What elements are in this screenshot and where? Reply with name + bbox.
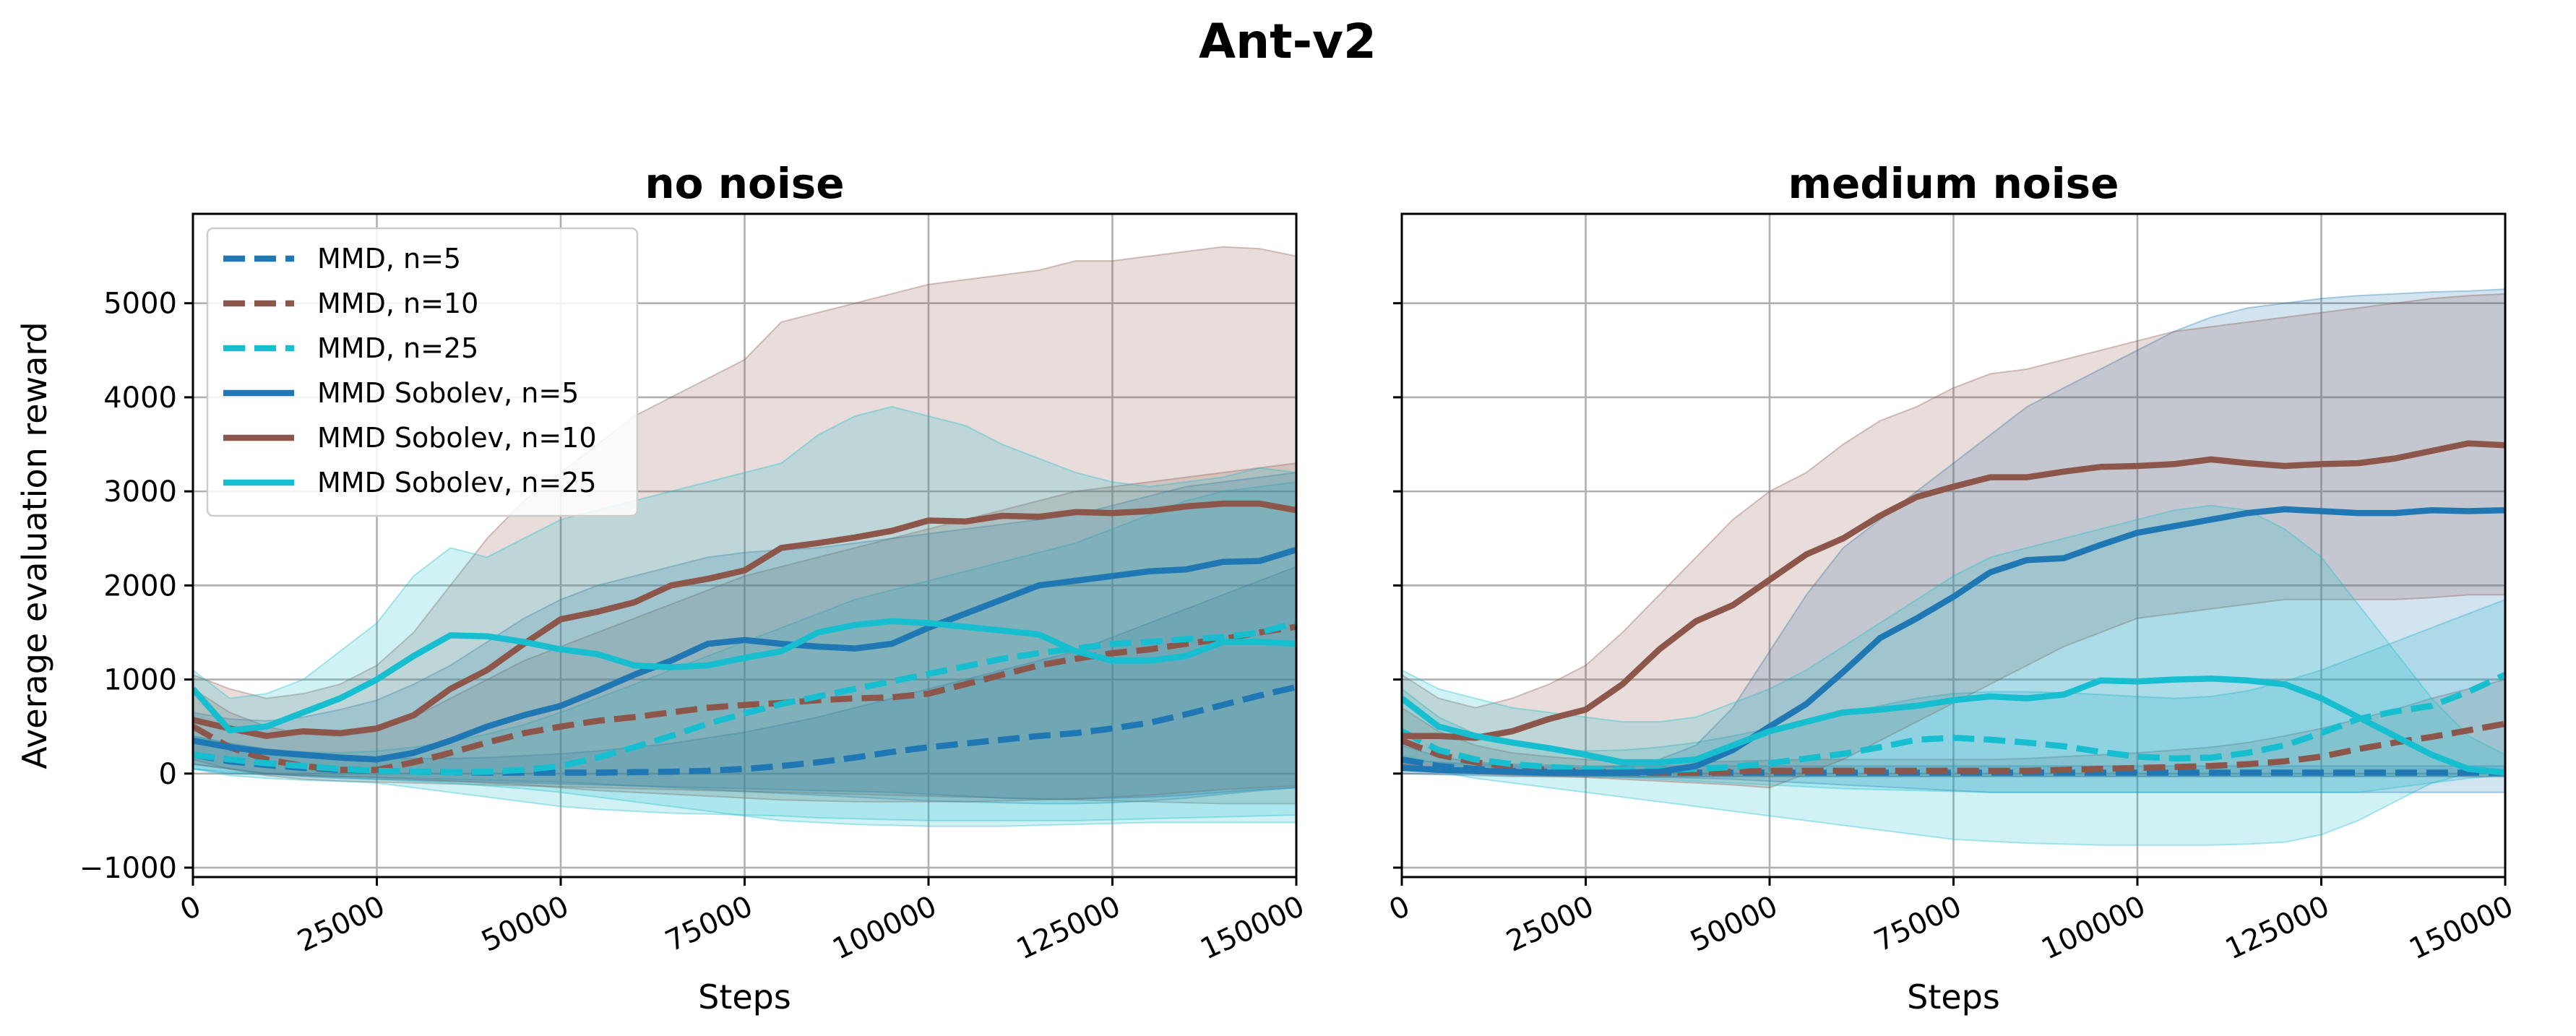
right-panel: 0 25000 50000 75000 100000 125000 150000 medium… [1384, 159, 2519, 1016]
line-mmd-sobolev-n-25 [193, 618, 1296, 734]
x-tick-label: 100000 [2036, 889, 2150, 966]
figure-title: Ant-v2 [1199, 14, 1377, 69]
band-mmd-sobolev-n-5 [1402, 288, 2505, 793]
plot-area [1402, 288, 2505, 846]
line-mmd-sobolev-n-25 [1402, 675, 2505, 776]
legend-label: MMD Sobolev, n=25 [317, 467, 597, 498]
band-mmd-sobolev-n-10 [1402, 293, 2505, 789]
line-mmd-sobolev-n-5 [1402, 506, 2505, 776]
legend-label: MMD, n=10 [317, 288, 478, 319]
line-mmd-n-25 [193, 620, 1296, 776]
line-mmd-n-5 [1402, 756, 2505, 776]
y-axis-label: Average evaluation reward [15, 321, 54, 769]
x-tick-label: 100000 [827, 889, 942, 966]
y-tick-label: 1000 [103, 664, 177, 697]
line-mmd-sobolev-n-10 [193, 500, 1296, 739]
band-mmd-n-5 [193, 566, 1296, 805]
legend-label: MMD, n=5 [317, 243, 461, 275]
x-axis-label: Steps [698, 977, 791, 1016]
x-tick-label: 125000 [2220, 889, 2335, 966]
band-mmd-sobolev-n-25 [1402, 504, 2505, 793]
panel-title: no noise [645, 159, 844, 208]
x-tick-label: 0 [1384, 889, 1416, 927]
x-tick-label: 25000 [1502, 889, 1599, 958]
line-mmd-sobolev-n-5 [193, 546, 1296, 763]
x-tick-label: 50000 [476, 889, 574, 958]
band-mmd-n-25 [193, 481, 1296, 827]
y-tick-label: 2000 [103, 569, 177, 603]
x-tick-label: 150000 [1195, 889, 1309, 966]
panel-title: medium noise [1788, 159, 2119, 208]
x-axis-label: Steps [1907, 977, 2000, 1016]
legend-box [206, 227, 639, 517]
x-tick-label: 25000 [293, 889, 390, 958]
line-mmd-sobolev-n-10 [1402, 440, 2505, 741]
legend-label: MMD Sobolev, n=10 [317, 422, 597, 454]
legend-label: MMD Sobolev, n=5 [317, 377, 579, 409]
y-tick-label: 3000 [103, 475, 177, 509]
line-mmd-n-10 [193, 623, 1296, 773]
band-mmd-sobolev-n-5 [193, 472, 1296, 800]
plot-area [193, 246, 1296, 827]
line-mmd-n-25 [1402, 672, 2505, 773]
x-tick-label: 150000 [2404, 889, 2518, 966]
y-tick-label: 0 [159, 758, 177, 791]
y-tick-label: 4000 [103, 381, 177, 415]
x-tick-label: 125000 [1012, 889, 1126, 966]
legend: MMD, n=5 MMD, n=10 MMD, n=25 MMD Sobolev, n… [206, 227, 639, 517]
band-mmd-n-10 [193, 462, 1296, 805]
y-tick-label: −1000 [79, 852, 177, 885]
x-tick-label: 75000 [1869, 889, 1967, 958]
legend-label: MMD, n=25 [317, 332, 478, 364]
x-tick-label: 0 [176, 889, 207, 927]
x-tick-label: 50000 [1685, 889, 1783, 958]
x-tick-label: 75000 [660, 889, 758, 958]
y-tick-label: 5000 [103, 288, 177, 321]
